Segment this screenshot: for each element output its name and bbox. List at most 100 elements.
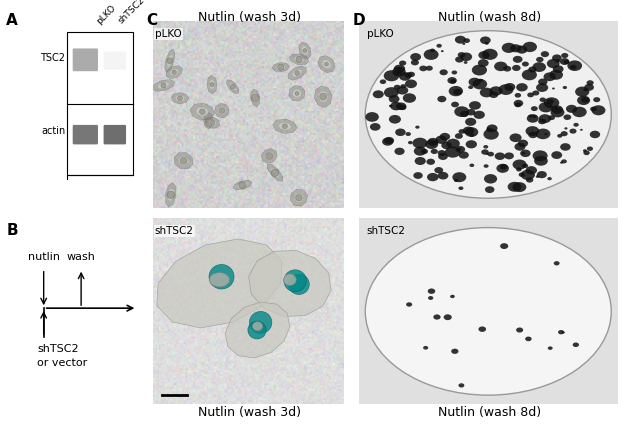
Circle shape — [284, 270, 306, 292]
Polygon shape — [206, 116, 211, 125]
Circle shape — [209, 265, 234, 289]
Polygon shape — [171, 92, 189, 104]
Circle shape — [592, 105, 605, 115]
Circle shape — [428, 296, 433, 300]
Circle shape — [459, 383, 464, 387]
Circle shape — [396, 70, 402, 74]
Circle shape — [544, 97, 559, 108]
Text: C: C — [147, 13, 158, 28]
Text: shTSC2: shTSC2 — [366, 226, 406, 236]
Circle shape — [430, 48, 435, 52]
Circle shape — [459, 152, 469, 159]
Circle shape — [390, 102, 402, 110]
Circle shape — [536, 57, 544, 62]
Circle shape — [389, 95, 399, 103]
Text: shTSC2: shTSC2 — [37, 344, 79, 354]
Circle shape — [495, 152, 505, 160]
Polygon shape — [152, 80, 175, 91]
Circle shape — [583, 88, 588, 92]
Polygon shape — [203, 112, 213, 129]
Circle shape — [534, 156, 548, 166]
Polygon shape — [196, 107, 208, 116]
Polygon shape — [225, 302, 290, 358]
Circle shape — [538, 119, 546, 124]
Circle shape — [449, 86, 463, 96]
Text: pLKO: pLKO — [95, 3, 118, 26]
Circle shape — [412, 138, 427, 149]
Circle shape — [513, 56, 522, 63]
Circle shape — [441, 50, 444, 52]
Circle shape — [427, 288, 436, 294]
Polygon shape — [205, 117, 220, 128]
Circle shape — [535, 128, 550, 139]
Circle shape — [516, 167, 522, 172]
Circle shape — [560, 161, 563, 164]
Circle shape — [433, 315, 441, 320]
Polygon shape — [158, 83, 169, 88]
Circle shape — [499, 84, 514, 95]
Circle shape — [466, 109, 475, 116]
Circle shape — [451, 349, 459, 354]
Ellipse shape — [210, 273, 230, 287]
FancyBboxPatch shape — [104, 125, 126, 144]
Circle shape — [529, 131, 538, 138]
Circle shape — [563, 60, 569, 64]
Circle shape — [450, 295, 455, 298]
Circle shape — [423, 346, 428, 350]
Circle shape — [399, 60, 406, 65]
Circle shape — [396, 102, 406, 110]
Circle shape — [525, 336, 532, 341]
Circle shape — [251, 94, 259, 101]
Circle shape — [523, 42, 537, 52]
FancyBboxPatch shape — [72, 125, 98, 144]
Circle shape — [455, 36, 466, 44]
Circle shape — [547, 59, 560, 68]
Circle shape — [577, 95, 590, 105]
Polygon shape — [302, 46, 308, 55]
Circle shape — [230, 84, 235, 89]
Circle shape — [283, 124, 287, 129]
Circle shape — [532, 90, 539, 95]
Circle shape — [167, 58, 173, 64]
Circle shape — [373, 90, 384, 98]
Circle shape — [529, 115, 533, 118]
Circle shape — [239, 181, 246, 189]
Circle shape — [560, 143, 571, 151]
Circle shape — [415, 125, 419, 129]
Circle shape — [407, 72, 415, 77]
Circle shape — [295, 71, 300, 75]
Circle shape — [482, 49, 498, 60]
Circle shape — [539, 102, 553, 113]
Circle shape — [447, 77, 457, 84]
Circle shape — [555, 59, 560, 62]
Circle shape — [514, 102, 521, 107]
Circle shape — [451, 102, 459, 107]
Circle shape — [421, 149, 428, 154]
Circle shape — [500, 164, 507, 169]
Circle shape — [161, 83, 166, 88]
Circle shape — [532, 115, 537, 118]
Text: pLKO: pLKO — [155, 29, 182, 39]
Circle shape — [516, 46, 527, 54]
Circle shape — [271, 169, 279, 176]
Circle shape — [365, 112, 379, 122]
Circle shape — [484, 174, 497, 184]
Polygon shape — [289, 86, 305, 101]
Circle shape — [295, 92, 299, 95]
Circle shape — [210, 120, 215, 125]
Circle shape — [516, 327, 523, 333]
Text: TSC2: TSC2 — [40, 53, 65, 63]
Circle shape — [520, 170, 535, 180]
Circle shape — [541, 51, 549, 57]
Circle shape — [465, 127, 478, 137]
Circle shape — [266, 153, 273, 159]
Circle shape — [485, 42, 489, 45]
Circle shape — [468, 86, 473, 89]
Circle shape — [566, 105, 577, 113]
Circle shape — [572, 107, 587, 117]
Circle shape — [424, 49, 439, 60]
Circle shape — [440, 133, 450, 140]
FancyBboxPatch shape — [104, 52, 126, 70]
Circle shape — [445, 146, 461, 158]
Circle shape — [518, 140, 528, 147]
